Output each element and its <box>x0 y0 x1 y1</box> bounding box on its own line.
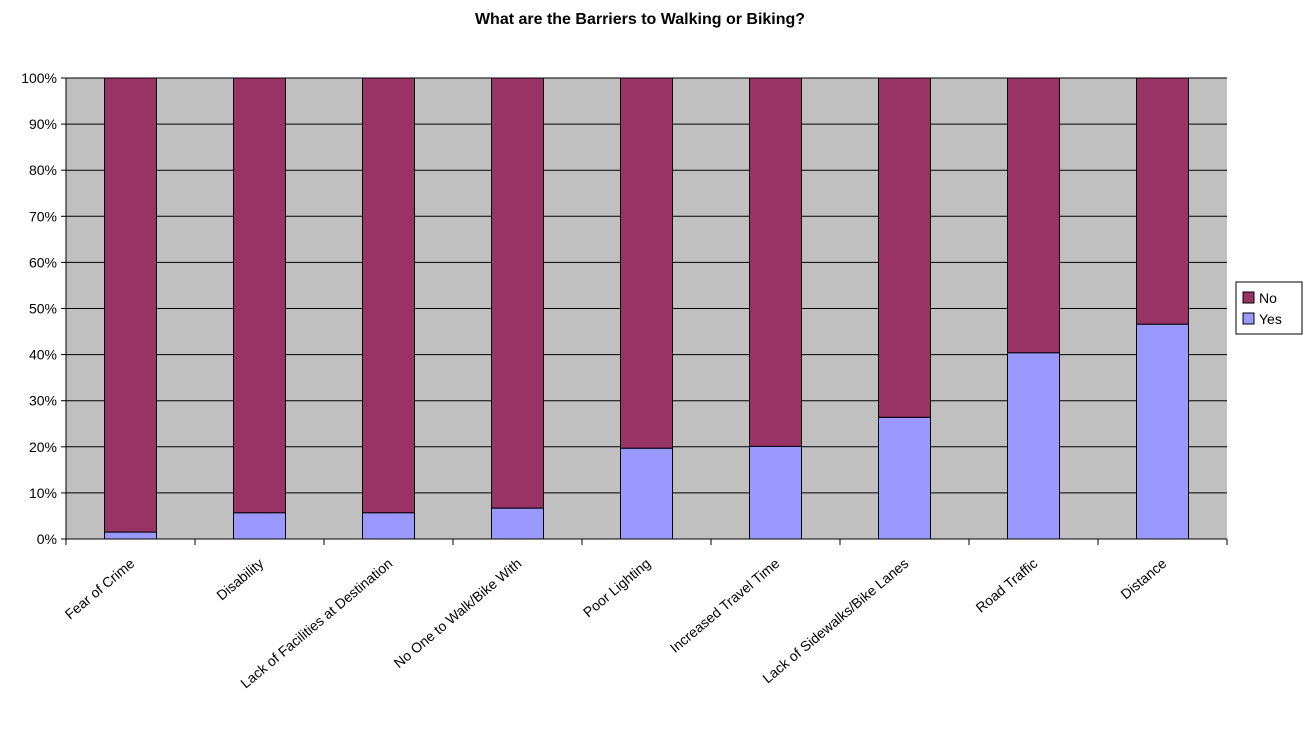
bar-yes-8 <box>1136 323 1189 540</box>
bar-yes-0 <box>104 531 157 540</box>
x-category-label: Poor Lighting <box>580 555 653 620</box>
legend-box <box>1235 281 1303 335</box>
bar-no-5 <box>749 77 802 447</box>
bar-no-7 <box>1007 77 1060 354</box>
x-category-label: Fear of Crime <box>62 555 138 622</box>
x-category-label: Distance <box>1117 555 1169 602</box>
plot-area: 0% 10% 20% 30% 40% 50% 60% 70% 80% 90% 100% Fear of… <box>21 70 1228 691</box>
legend-swatch-no <box>1242 291 1255 304</box>
bar-no-6 <box>878 77 931 418</box>
x-category-label: Lack of Facilities at Destination <box>237 555 395 691</box>
y-tick-label: 40% <box>29 347 57 363</box>
y-tick-label: 0% <box>37 531 57 547</box>
legend: No Yes <box>1235 281 1303 335</box>
bar-yes-7 <box>1007 352 1060 540</box>
y-tick-label: 80% <box>29 162 57 178</box>
chart-title: What are the Barriers to Walking or Biki… <box>475 11 805 28</box>
legend-label-no: No <box>1259 290 1277 306</box>
x-category-label: Lack of Sidewalks/Bike Lanes <box>759 555 911 686</box>
bar-yes-2 <box>362 512 415 540</box>
legend-label-yes: Yes <box>1259 311 1282 327</box>
bar-yes-5 <box>749 445 802 540</box>
y-tick-label: 20% <box>29 439 57 455</box>
bar-no-2 <box>362 77 415 514</box>
y-tick-label: 60% <box>29 254 57 270</box>
bar-no-0 <box>104 77 157 533</box>
bar-yes-3 <box>491 507 544 540</box>
bar-no-3 <box>491 77 544 509</box>
y-tick-label: 30% <box>29 393 57 409</box>
x-category-label: Disability <box>213 555 266 603</box>
y-tick-label: 90% <box>29 116 57 132</box>
bar-no-4 <box>620 77 673 449</box>
y-tick-label: 10% <box>29 485 57 501</box>
bar-yes-1 <box>233 512 286 540</box>
x-category-label: No One to Walk/Bike With <box>391 555 525 671</box>
legend-swatch-yes <box>1242 312 1255 325</box>
x-category-label: Road Traffic <box>973 555 1041 616</box>
y-tick-label: 100% <box>21 70 57 86</box>
y-tick-label: 50% <box>29 301 57 317</box>
bar-no-8 <box>1136 77 1189 325</box>
x-category-label: Increased Travel Time <box>667 555 783 656</box>
bar-no-1 <box>233 77 286 514</box>
bar-yes-6 <box>878 416 931 540</box>
y-tick-label: 70% <box>29 208 57 224</box>
bar-yes-4 <box>620 447 673 540</box>
